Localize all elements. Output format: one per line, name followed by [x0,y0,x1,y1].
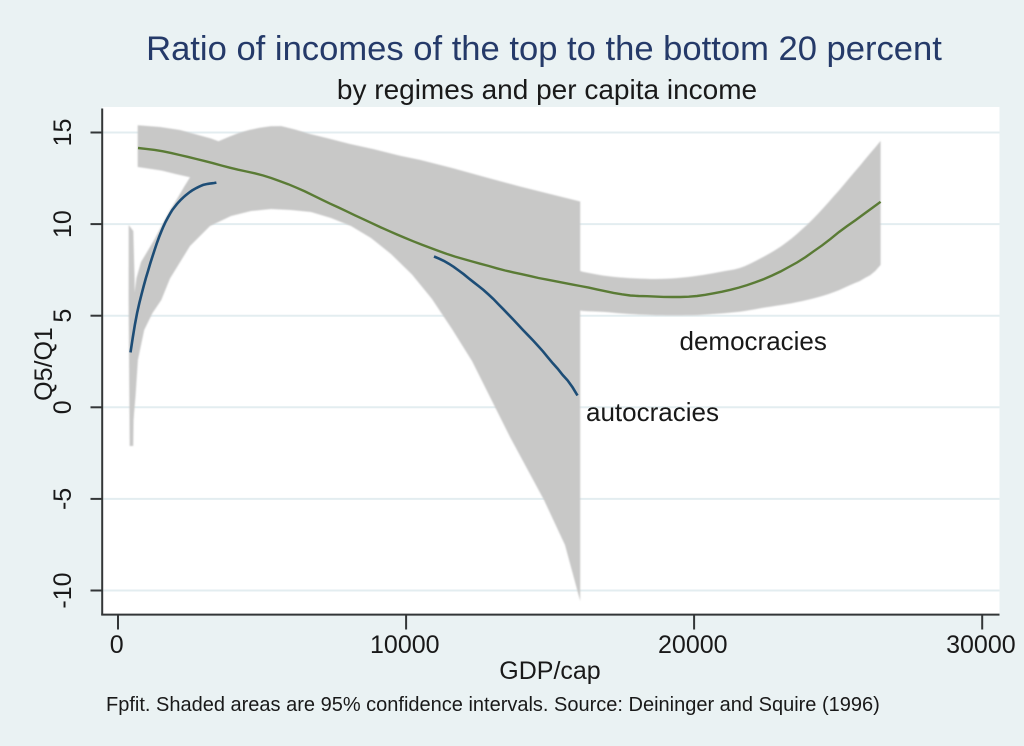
svg-text:Q5/Q1: Q5/Q1 [30,327,58,401]
svg-text:autocracies: autocracies [586,397,719,427]
svg-text:15: 15 [49,119,77,147]
svg-text:10000: 10000 [370,631,440,659]
svg-text:30000: 30000 [946,631,1016,659]
svg-text:by regimes and per capita inco: by regimes and per capita income [337,74,757,105]
svg-text:Fpfit. Shaded areas are 95% co: Fpfit. Shaded areas are 95% confidence i… [106,694,880,716]
svg-text:-5: -5 [49,488,77,510]
svg-text:GDP/cap: GDP/cap [499,657,600,685]
svg-text:20000: 20000 [658,631,728,659]
svg-text:10: 10 [49,210,77,238]
svg-text:democracies: democracies [680,326,827,356]
svg-text:Ratio of incomes of the top to: Ratio of incomes of the top to the botto… [146,30,942,68]
svg-text:0: 0 [49,400,77,414]
svg-text:5: 5 [49,309,77,323]
svg-text:-10: -10 [49,572,77,608]
svg-text:0: 0 [110,631,124,659]
